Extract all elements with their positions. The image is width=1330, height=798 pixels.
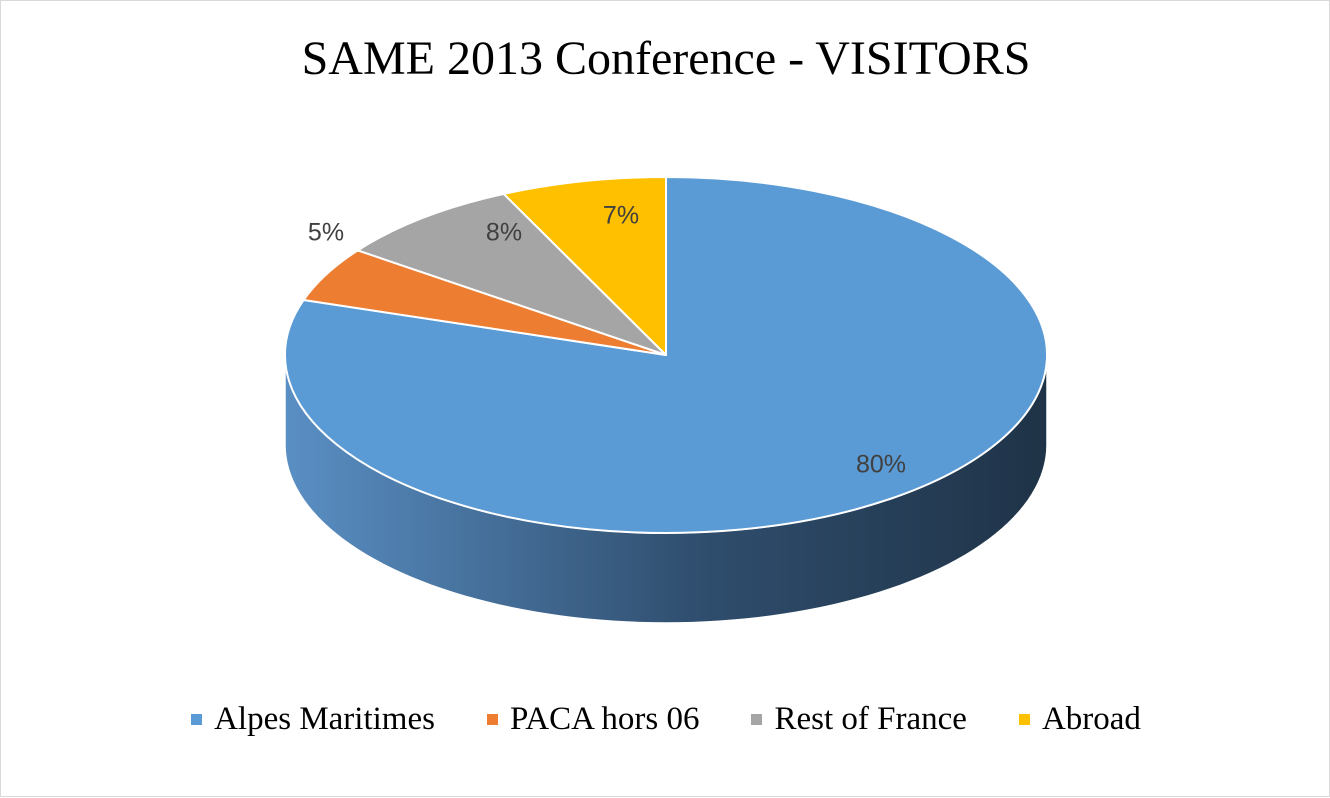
legend-label-paca-hors-06: PACA hors 06 bbox=[509, 700, 700, 737]
slice-abroad bbox=[502, 176, 667, 356]
data-label-abroad: 7% bbox=[603, 202, 639, 230]
legend-label-abroad: Abroad bbox=[1041, 700, 1141, 737]
legend-swatch-paca-hors-06 bbox=[486, 713, 498, 725]
legend-swatch-alpes-maritimes bbox=[191, 713, 203, 725]
data-label-alpes-maritimes: 80% bbox=[856, 451, 906, 479]
legend-swatch-rest-of-france bbox=[751, 713, 763, 725]
legend-label-rest-of-france: Rest of France bbox=[774, 700, 967, 737]
legend-item-paca-hors-06: PACA hors 06 bbox=[486, 700, 700, 738]
legend-label-alpes-maritimes: Alpes Maritimes bbox=[214, 700, 435, 737]
legend: Alpes Maritimes PACA hors 06 Rest of Fra… bbox=[1, 697, 1330, 741]
legend-item-rest-of-france: Rest of France bbox=[751, 700, 967, 738]
chart-title: SAME 2013 Conference - VISITORS bbox=[301, 32, 1031, 85]
legend-item-alpes-maritimes: Alpes Maritimes bbox=[191, 701, 435, 738]
data-label-paca-hors-06: 5% bbox=[308, 219, 344, 247]
data-label-rest-of-france: 8% bbox=[486, 219, 522, 247]
slice-rest-of-france bbox=[356, 192, 667, 356]
legend-item-abroad: Abroad bbox=[1018, 700, 1141, 738]
legend-swatch-abroad bbox=[1018, 713, 1030, 725]
